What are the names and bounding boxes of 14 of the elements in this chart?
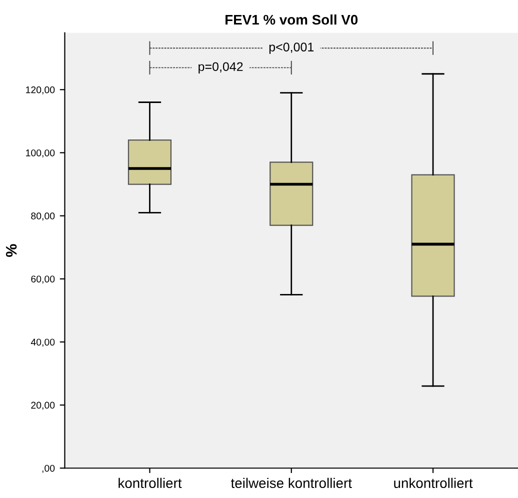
y-axis-title: %	[6, 244, 17, 257]
y-tick-label: 80,00	[31, 212, 55, 221]
chart-title: FEV1 % vom Soll V0	[226, 14, 358, 25]
y-tick-label: 60,00	[31, 276, 55, 284]
annotation: p=0,042	[198, 62, 243, 74]
y-tick-label: 40,00	[30, 338, 55, 347]
y-tick-label: 120,00	[26, 86, 55, 94]
x-tick-label: teilweise kontrolliert	[230, 478, 352, 488]
y-tick-label: 20,00	[31, 402, 55, 410]
y-tick-label: 100,00	[26, 149, 55, 158]
y-tick-label: ,00	[42, 464, 55, 473]
annotation: p<0,001	[269, 42, 314, 54]
x-tick-label: kontrolliert	[118, 478, 182, 488]
x-tick-label: unkontrolliert	[394, 478, 473, 488]
